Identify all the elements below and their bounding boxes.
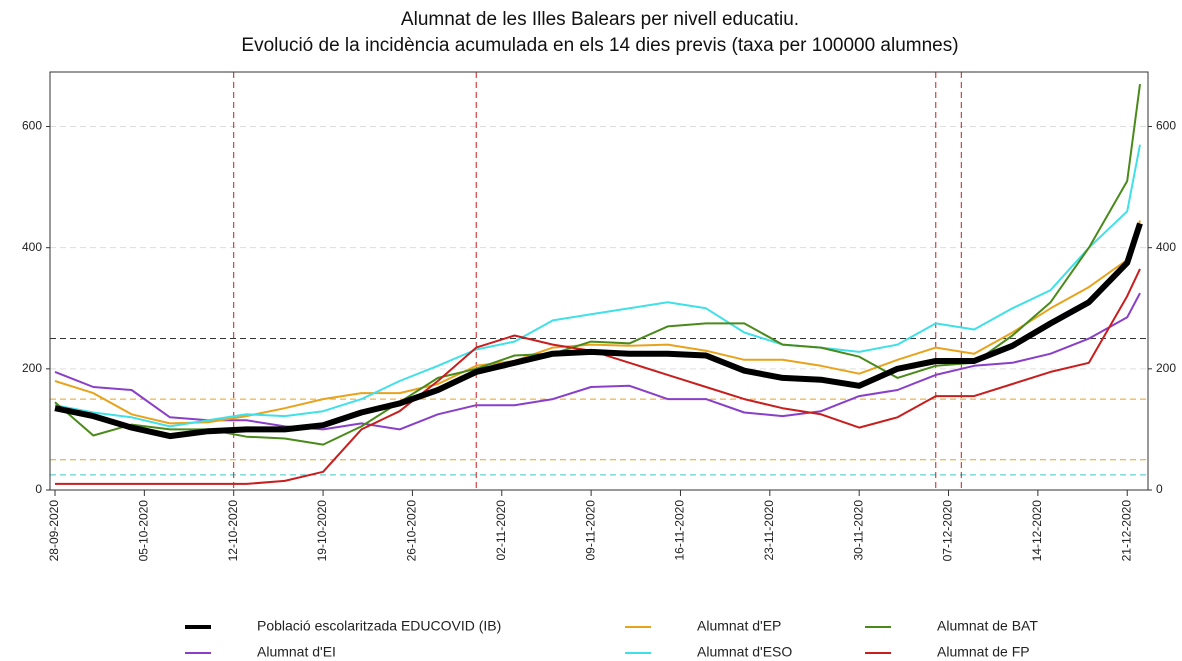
x-tick-label: 07-12-2020 bbox=[941, 500, 955, 562]
x-tick-label: 28-09-2020 bbox=[47, 500, 61, 562]
series-line bbox=[54, 144, 1141, 428]
y2-tick-label: 600 bbox=[1156, 119, 1176, 133]
x-tick-label: 14-12-2020 bbox=[1030, 500, 1044, 562]
x-tick-label: 21-12-2020 bbox=[1119, 500, 1133, 562]
x-tick-label: 26-10-2020 bbox=[405, 500, 419, 562]
y-tick-label: 400 bbox=[22, 240, 42, 254]
legend-label: Alumnat de FP bbox=[937, 644, 1030, 660]
chart-subtitle: Evolució de la incidència acumulada en e… bbox=[241, 35, 958, 56]
series-line bbox=[54, 222, 1143, 440]
x-tick-label: 02-11-2020 bbox=[494, 500, 508, 561]
y-tick-label: 0 bbox=[35, 482, 42, 496]
series-line bbox=[54, 220, 1141, 425]
y-tick-label: 600 bbox=[22, 119, 42, 133]
legend-label: Alumnat de BAT bbox=[937, 618, 1038, 634]
x-tick-label: 05-10-2020 bbox=[137, 500, 151, 562]
chart-title: Alumnat de les Illes Balears per nivell … bbox=[401, 9, 799, 30]
x-tick-label: 09-11-2020 bbox=[583, 500, 597, 561]
series-line bbox=[54, 83, 1141, 446]
x-tick-label: 19-10-2020 bbox=[315, 500, 329, 562]
y-tick-label: 200 bbox=[22, 361, 42, 375]
x-tick-label: 23-11-2020 bbox=[762, 500, 776, 561]
x-tick-label: 12-10-2020 bbox=[226, 500, 240, 562]
y2-tick-label: 200 bbox=[1156, 361, 1176, 375]
plot-frame bbox=[49, 71, 1149, 491]
legend-label: Alumnat d'EP bbox=[697, 618, 781, 634]
legend-label: Població escolaritzada EDUCOVID (IB) bbox=[257, 618, 501, 634]
x-tick-label: 30-11-2020 bbox=[851, 500, 865, 561]
y2-tick-label: 0 bbox=[1156, 482, 1163, 496]
series-line bbox=[55, 268, 1141, 485]
legend-label: Alumnat d'ESO bbox=[697, 644, 792, 660]
y2-tick-label: 400 bbox=[1156, 240, 1176, 254]
x-tick-label: 16-11-2020 bbox=[673, 500, 687, 561]
legend-label: Alumnat d'EI bbox=[257, 644, 336, 660]
series-line bbox=[54, 292, 1141, 431]
